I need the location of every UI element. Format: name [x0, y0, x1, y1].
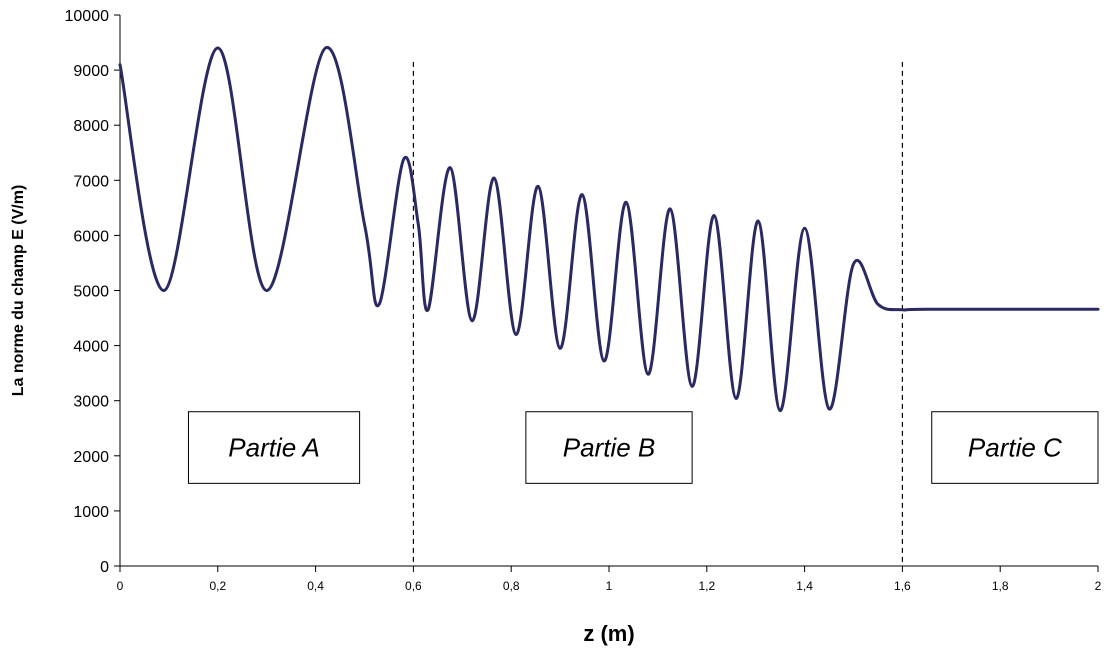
y-tick-label: 2000 — [73, 449, 109, 466]
region-dividers — [412, 61, 904, 566]
x-tick-label: 0 — [117, 579, 124, 593]
region-label: Partie A — [228, 433, 320, 463]
y-tick-label: 6000 — [73, 228, 109, 245]
y-tick-label: 3000 — [73, 394, 109, 411]
x-tick-label: 1,4 — [796, 579, 813, 593]
x-tick-label: 1,6 — [894, 579, 911, 593]
x-axis-title: z (m) — [583, 621, 634, 646]
x-tick-label: 1,2 — [698, 579, 715, 593]
x-tick-label: 1,8 — [992, 579, 1009, 593]
region-box — [931, 411, 1099, 484]
region-label: Partie C — [968, 433, 1062, 463]
x-axis-ticks: 0 0,2 0,4 0,6 0,8 1 1,2 1,4 1,6 1,8 2 — [117, 566, 1102, 593]
series-line-e-field — [118, 46, 1100, 413]
region-labels: Partie A Partie B Partie C — [187, 411, 1099, 484]
x-tick-label: 0,2 — [209, 579, 226, 593]
y-tick-label: 1000 — [73, 504, 109, 521]
y-tick-label: 0 — [100, 559, 109, 576]
x-tick-label: 0,8 — [503, 579, 520, 593]
x-tick-label: 0,4 — [307, 579, 324, 593]
y-axis-title: La norme du champ E (V/m) — [10, 185, 27, 397]
x-tick-label: 0,6 — [405, 579, 422, 593]
x-tick-label: 1 — [606, 579, 613, 593]
y-tick-label: 4000 — [73, 339, 109, 356]
region-box — [525, 411, 693, 484]
x-tick-label: 2 — [1095, 579, 1102, 593]
y-tick-label: 10000 — [65, 8, 110, 25]
region-box — [187, 411, 361, 484]
y-tick-label: 9000 — [73, 63, 109, 80]
y-tick-label: 7000 — [73, 173, 109, 190]
region-label: Partie B — [563, 433, 656, 463]
y-axis-ticks: 0 1000 2000 3000 4000 5000 6000 7000 8000 9000 100… — [65, 8, 120, 576]
y-tick-label: 8000 — [73, 118, 109, 135]
y-tick-label: 5000 — [73, 284, 109, 301]
